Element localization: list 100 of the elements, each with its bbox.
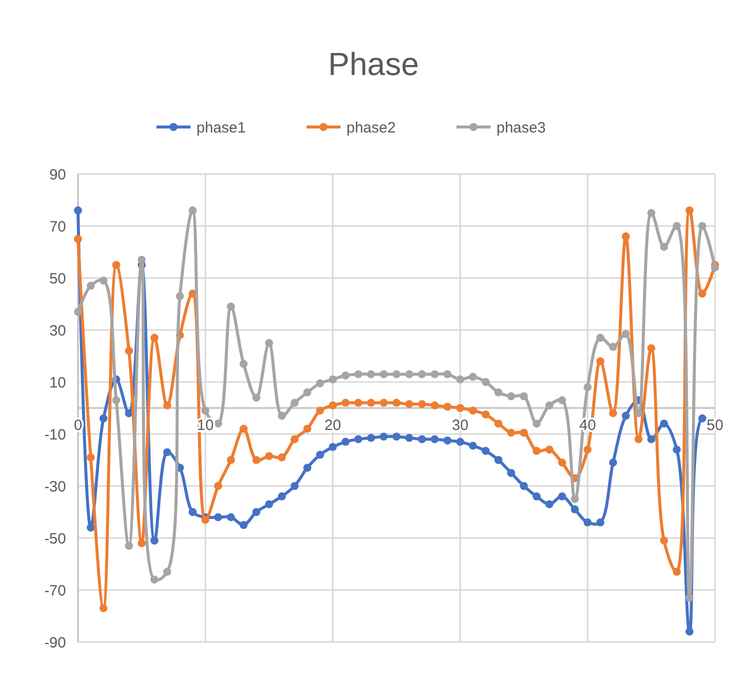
point <box>99 414 108 422</box>
point <box>634 435 643 444</box>
point <box>214 513 222 522</box>
point <box>163 568 172 576</box>
point <box>584 383 592 392</box>
point <box>214 420 222 428</box>
point <box>672 446 681 454</box>
y-tick-label: -30 <box>44 478 66 496</box>
point <box>316 379 324 388</box>
point <box>672 568 681 576</box>
point <box>430 401 439 410</box>
point <box>545 401 554 410</box>
point <box>596 518 604 526</box>
point <box>303 464 312 472</box>
point <box>226 456 235 464</box>
point <box>596 334 604 342</box>
point <box>99 276 108 285</box>
point <box>328 401 337 410</box>
point <box>124 346 133 355</box>
point <box>418 370 426 378</box>
point <box>443 402 452 411</box>
point <box>622 232 630 240</box>
point <box>342 372 350 380</box>
point <box>86 524 95 532</box>
point <box>201 516 210 524</box>
point <box>558 396 566 404</box>
point <box>660 536 668 545</box>
point <box>622 412 630 420</box>
point <box>468 442 477 450</box>
point <box>163 401 172 410</box>
x-tick-label: 30 <box>452 417 469 434</box>
y-tick-label: 50 <box>49 270 66 288</box>
point <box>265 500 274 508</box>
point <box>405 400 414 408</box>
point <box>290 435 299 444</box>
point <box>138 539 146 548</box>
point <box>558 492 566 500</box>
point <box>303 424 312 433</box>
point <box>328 375 337 384</box>
point <box>124 542 133 550</box>
point <box>443 436 452 444</box>
point <box>342 438 350 446</box>
point <box>468 406 477 415</box>
point <box>112 261 120 269</box>
point <box>265 452 274 460</box>
point <box>99 604 108 612</box>
point <box>698 414 706 422</box>
point <box>316 450 324 459</box>
point <box>494 456 502 464</box>
point <box>558 458 566 467</box>
point <box>188 508 197 516</box>
point <box>265 339 274 347</box>
point <box>570 495 579 503</box>
point <box>430 435 439 444</box>
y-tick-label: 10 <box>49 374 66 392</box>
legend-label: phase1 <box>196 119 246 136</box>
point <box>201 406 210 415</box>
point <box>686 628 694 636</box>
point <box>303 388 312 396</box>
point <box>584 518 592 526</box>
point <box>456 438 464 446</box>
point <box>596 357 604 366</box>
point <box>647 344 656 352</box>
point <box>290 398 299 407</box>
point <box>138 256 146 264</box>
point <box>86 282 95 290</box>
point <box>418 400 426 408</box>
point <box>354 435 362 444</box>
point <box>430 370 439 378</box>
point <box>545 446 554 454</box>
point <box>405 370 414 378</box>
point <box>252 508 260 516</box>
point <box>392 432 400 441</box>
point <box>367 398 376 407</box>
point <box>468 372 477 381</box>
point <box>482 410 490 418</box>
point <box>405 434 414 442</box>
point <box>112 396 120 404</box>
point <box>176 292 184 300</box>
point <box>74 308 82 316</box>
point <box>418 435 426 444</box>
chart-title: Phase <box>328 46 419 82</box>
y-tick-label: 30 <box>49 322 66 340</box>
y-tick-label: -50 <box>44 530 66 548</box>
point <box>482 446 490 455</box>
point <box>545 500 554 508</box>
point <box>240 360 248 368</box>
point <box>240 424 248 433</box>
point <box>686 206 694 214</box>
point <box>74 235 82 243</box>
point <box>226 302 235 311</box>
point <box>698 222 706 230</box>
point <box>532 420 541 428</box>
point <box>456 375 464 384</box>
point <box>367 370 376 378</box>
point <box>660 242 668 251</box>
point <box>367 434 376 442</box>
point <box>570 505 579 514</box>
point <box>354 370 362 378</box>
legend-label: phase3 <box>496 119 546 136</box>
